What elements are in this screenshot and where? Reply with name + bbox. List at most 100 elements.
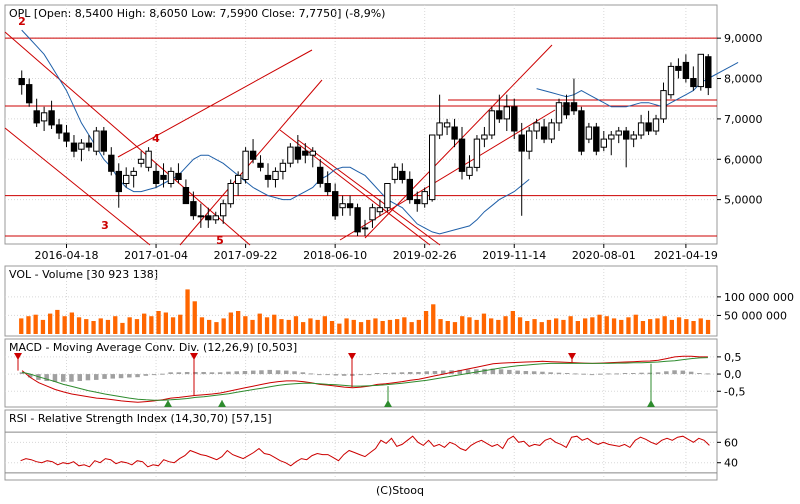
- macd-histogram-bar: [498, 369, 504, 375]
- candle-body-down: [190, 201, 197, 217]
- candle-body-down: [205, 215, 212, 221]
- candle: [272, 167, 279, 188]
- volume-bar: [691, 321, 696, 334]
- candle-body-up: [145, 150, 152, 168]
- candle: [503, 94, 511, 131]
- candle: [443, 118, 451, 136]
- macd-histogram-bar: [540, 371, 545, 375]
- volume-bar: [380, 321, 385, 334]
- volume-bar: [619, 319, 624, 334]
- candle: [332, 183, 339, 220]
- candle-body-down: [511, 106, 518, 132]
- volume-bar: [373, 318, 378, 334]
- candle: [518, 122, 525, 216]
- macd-y-axis: 0,5 0,0 -0,5: [717, 351, 745, 398]
- candle-body-up: [220, 203, 227, 217]
- candle: [55, 118, 63, 140]
- candle: [540, 118, 548, 144]
- trend-channel-line: [4, 127, 151, 246]
- channel-label: 2: [18, 15, 26, 28]
- volume-bar: [387, 319, 393, 334]
- macd-histogram-bar: [217, 372, 223, 374]
- candle-body-up: [339, 203, 346, 209]
- volume-bar: [431, 304, 436, 334]
- macd-histogram-bar: [209, 372, 215, 374]
- volume-bar: [423, 311, 429, 334]
- candle: [630, 131, 637, 148]
- candle-body-up: [242, 150, 249, 180]
- candle-body-down: [332, 191, 339, 217]
- macd-histogram-bar: [424, 371, 429, 375]
- macd-histogram-bar: [573, 373, 578, 375]
- candle: [667, 62, 675, 99]
- candle: [496, 94, 503, 123]
- volume-bar: [329, 321, 335, 334]
- price-x-tick-label: 2021-04-19: [654, 249, 718, 262]
- macd-histogram-bar: [110, 374, 115, 379]
- candle-body-down: [317, 166, 324, 184]
- candle-body-up: [436, 122, 443, 136]
- candle: [608, 131, 615, 156]
- candle-body-down: [705, 56, 712, 89]
- candle-body-up: [555, 102, 563, 124]
- price-x-tick-label: 2020-08-01: [572, 249, 636, 262]
- macd-histogram-bar: [531, 371, 537, 375]
- candle-body-up: [652, 118, 660, 132]
- candle: [130, 167, 137, 188]
- volume-bar: [163, 312, 168, 334]
- volume-bar: [301, 322, 306, 334]
- candle-body-up: [600, 138, 607, 148]
- volume-bar: [272, 314, 277, 334]
- candle: [563, 94, 570, 119]
- volume-bar: [539, 322, 544, 334]
- volume-bar: [199, 317, 205, 334]
- candle: [212, 211, 220, 224]
- candle: [160, 163, 167, 188]
- volume-bar: [684, 319, 689, 334]
- candle-body-down: [70, 142, 78, 152]
- candle-body-down: [570, 102, 578, 112]
- candle-body-down: [346, 203, 354, 209]
- volume-bar: [344, 318, 349, 334]
- price-y-tick-label: 7,0000: [724, 113, 763, 126]
- candle: [317, 159, 324, 188]
- candle-body-down: [458, 138, 466, 172]
- candle: [376, 199, 384, 216]
- price-panel: OPL [Open: 8,5400 High: 8,6050 Low: 7,59…: [4, 4, 763, 262]
- candle: [205, 207, 212, 228]
- volume-bar: [409, 322, 414, 334]
- candle: [660, 82, 667, 123]
- volume-bar: [597, 314, 602, 334]
- price-y-tick-label: 8,0000: [724, 73, 763, 86]
- candle: [78, 139, 85, 162]
- candle-body-up: [361, 227, 369, 230]
- candle: [361, 219, 369, 236]
- price-x-tick-label: 2017-01-04: [124, 249, 188, 262]
- macd-histogram-bar: [416, 372, 421, 375]
- price-x-axis: 2016-04-18 2017-01-04 2017-09-22 2018-06-10…: [35, 244, 718, 262]
- volume-bar: [366, 319, 371, 334]
- macd-histogram-bar: [176, 372, 182, 374]
- volume-bar: [113, 316, 118, 334]
- candle: [26, 78, 33, 107]
- price-x-tick-label: 2017-09-22: [214, 249, 278, 262]
- volume-bars: [19, 289, 711, 334]
- macd-histogram-bar: [383, 373, 388, 374]
- candle-body-down: [63, 132, 70, 142]
- macd-histogram-bar: [160, 373, 165, 375]
- candle: [399, 163, 406, 184]
- candle: [257, 155, 264, 172]
- macd-histogram-bar: [408, 372, 413, 375]
- price-x-tick-label: 2016-04-18: [35, 249, 99, 262]
- candle-body-up: [608, 134, 615, 140]
- candle-body-down: [108, 154, 115, 172]
- volume-bar: [228, 312, 233, 334]
- volume-bar: [662, 316, 667, 334]
- candle-body-up: [548, 122, 555, 140]
- volume-bar: [40, 319, 46, 334]
- candle-body-up: [167, 170, 175, 184]
- volume-bar: [590, 317, 595, 334]
- rsi-gridlines: [5, 410, 717, 480]
- macd-histogram-bar: [697, 373, 702, 374]
- volume-bar: [510, 311, 515, 334]
